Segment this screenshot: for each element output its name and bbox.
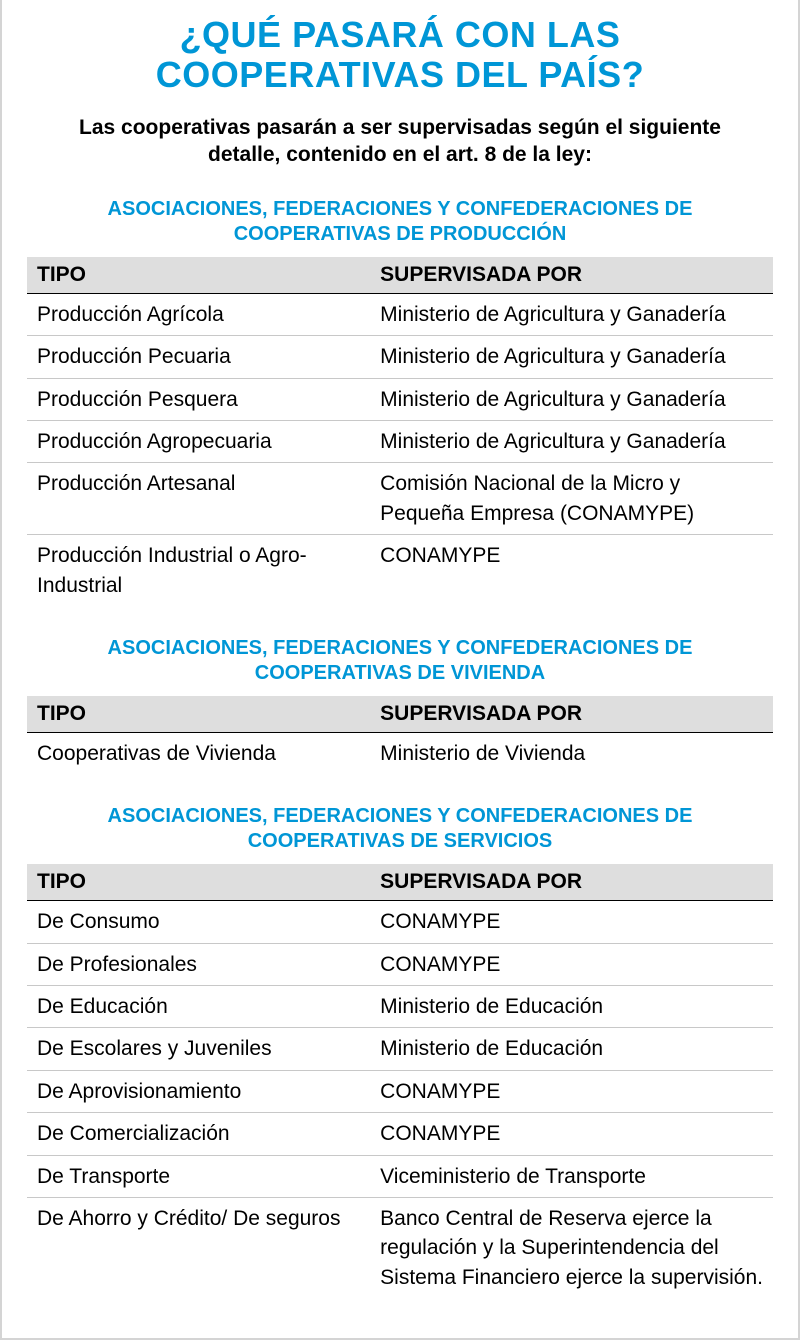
cell-tipo: De Aprovisionamiento	[27, 1070, 370, 1112]
table-servicios: TIPO SUPERVISADA POR De ConsumoCONAMYPE …	[27, 864, 773, 1298]
subtitle: Las cooperativas pasarán a ser supervisa…	[27, 114, 773, 169]
table-row: Producción AgrícolaMinisterio de Agricul…	[27, 293, 773, 335]
cell-sup: Viceministerio de Transporte	[370, 1155, 773, 1197]
table-header-row: TIPO SUPERVISADA POR	[27, 257, 773, 294]
cell-sup: CONAMYPE	[370, 535, 773, 606]
section-heading-servicios: ASOCIACIONES, FEDERACIONES Y CONFEDERACI…	[27, 804, 773, 854]
table-row: Producción AgropecuariaMinisterio de Agr…	[27, 420, 773, 462]
cell-sup: Banco Central de Reserva ejerce la regul…	[370, 1198, 773, 1299]
col-header-tipo: TIPO	[27, 257, 370, 294]
cell-tipo: Producción Industrial o Agro-Industrial	[27, 535, 370, 606]
table-row: De TransporteViceministerio de Transport…	[27, 1155, 773, 1197]
table-row: De AprovisionamientoCONAMYPE	[27, 1070, 773, 1112]
cell-tipo: De Profesionales	[27, 943, 370, 985]
cell-tipo: De Escolares y Juveniles	[27, 1028, 370, 1070]
cell-sup: Ministerio de Agricultura y Ganadería	[370, 420, 773, 462]
cell-sup: Comisión Nacional de la Micro y Pequeña …	[370, 463, 773, 535]
cell-tipo: De Consumo	[27, 901, 370, 943]
table-row: De EducaciónMinisterio de Educación	[27, 986, 773, 1028]
section-heading-produccion: ASOCIACIONES, FEDERACIONES Y CONFEDERACI…	[27, 197, 773, 247]
col-header-tipo: TIPO	[27, 864, 370, 901]
table-vivienda: TIPO SUPERVISADA POR Cooperativas de Viv…	[27, 696, 773, 774]
col-header-supervisada: SUPERVISADA POR	[370, 864, 773, 901]
table-header-row: TIPO SUPERVISADA POR	[27, 696, 773, 733]
col-header-supervisada: SUPERVISADA POR	[370, 257, 773, 294]
section-heading-vivienda: ASOCIACIONES, FEDERACIONES Y CONFEDERACI…	[27, 636, 773, 686]
cell-tipo: Producción Pesquera	[27, 378, 370, 420]
cell-tipo: Producción Agrícola	[27, 293, 370, 335]
infographic-container: ¿QUÉ PASARÁ CON LAS COOPERATIVAS DEL PAÍ…	[0, 0, 800, 1340]
cell-sup: Ministerio de Vivienda	[370, 732, 773, 774]
table-row: Producción PesqueraMinisterio de Agricul…	[27, 378, 773, 420]
cell-sup: Ministerio de Agricultura y Ganadería	[370, 378, 773, 420]
col-header-supervisada: SUPERVISADA POR	[370, 696, 773, 733]
cell-tipo: Producción Artesanal	[27, 463, 370, 535]
col-header-tipo: TIPO	[27, 696, 370, 733]
cell-sup: Ministerio de Educación	[370, 986, 773, 1028]
main-title: ¿QUÉ PASARÁ CON LAS COOPERATIVAS DEL PAÍ…	[27, 15, 773, 94]
table-header-row: TIPO SUPERVISADA POR	[27, 864, 773, 901]
cell-sup: Ministerio de Agricultura y Ganadería	[370, 336, 773, 378]
cell-sup: Ministerio de Educación	[370, 1028, 773, 1070]
title-wrapper: ¿QUÉ PASARÁ CON LAS COOPERATIVAS DEL PAÍ…	[27, 15, 773, 94]
cell-sup: CONAMYPE	[370, 901, 773, 943]
table-row: Cooperativas de ViviendaMinisterio de Vi…	[27, 732, 773, 774]
cell-sup: CONAMYPE	[370, 1070, 773, 1112]
table-row: De ProfesionalesCONAMYPE	[27, 943, 773, 985]
cell-tipo: Producción Pecuaria	[27, 336, 370, 378]
cell-sup: CONAMYPE	[370, 1113, 773, 1155]
table-row: Producción ArtesanalComisión Nacional de…	[27, 463, 773, 535]
cell-sup: CONAMYPE	[370, 943, 773, 985]
table-row: De Ahorro y Crédito/ De segurosBanco Cen…	[27, 1198, 773, 1299]
cell-tipo: De Transporte	[27, 1155, 370, 1197]
cell-tipo: De Educación	[27, 986, 370, 1028]
table-row: Producción Industrial o Agro-IndustrialC…	[27, 535, 773, 606]
table-row: De Escolares y JuvenilesMinisterio de Ed…	[27, 1028, 773, 1070]
table-produccion: TIPO SUPERVISADA POR Producción Agrícola…	[27, 257, 773, 606]
cell-tipo: Producción Agropecuaria	[27, 420, 370, 462]
table-row: Producción PecuariaMinisterio de Agricul…	[27, 336, 773, 378]
cell-tipo: De Comercialización	[27, 1113, 370, 1155]
cell-sup: Ministerio de Agricultura y Ganadería	[370, 293, 773, 335]
table-row: De ComercializaciónCONAMYPE	[27, 1113, 773, 1155]
cell-tipo: De Ahorro y Crédito/ De seguros	[27, 1198, 370, 1299]
cell-tipo: Cooperativas de Vivienda	[27, 732, 370, 774]
table-row: De ConsumoCONAMYPE	[27, 901, 773, 943]
